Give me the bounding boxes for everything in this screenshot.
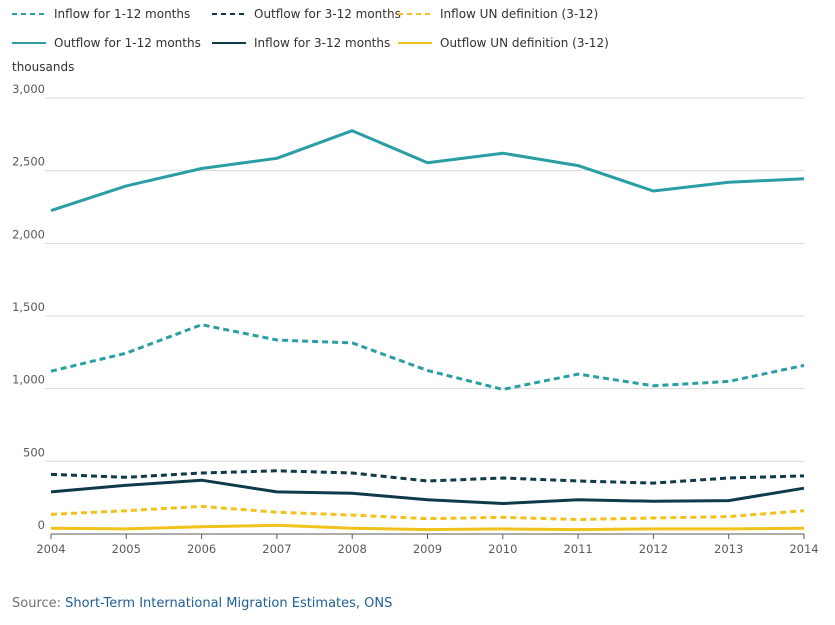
legend-swatch — [398, 42, 432, 44]
legend-item: Outflow UN definition (3-12) — [398, 35, 609, 51]
legend-swatch — [12, 42, 46, 44]
x-tick-label: 2012 — [639, 542, 668, 556]
legend-item: Inflow for 3-12 months — [212, 35, 390, 51]
y-tick-label: 3,000 — [12, 82, 45, 96]
y-axis-unit-label: thousands — [12, 60, 75, 74]
y-tick-label: 2,000 — [12, 227, 45, 241]
x-tick-label: 2008 — [338, 542, 367, 556]
x-tick-label: 2004 — [36, 542, 65, 556]
legend-item: Outflow for 3-12 months — [212, 6, 401, 22]
y-tick-label: 0 — [38, 518, 45, 532]
x-tick-label: 2013 — [714, 542, 743, 556]
grid-lines: 0 500 1,000 1,500 2,000 2,500 3,000 — [12, 82, 804, 532]
y-tick-label: 500 — [23, 445, 45, 459]
series-line — [50, 504, 805, 521]
x-tick-label: 2005 — [112, 542, 141, 556]
series-line — [50, 523, 805, 532]
chart-legend: Inflow for 1-12 months Outflow for 3-12 m… — [0, 0, 835, 60]
series-line — [50, 478, 805, 505]
legend-item: Inflow UN definition (3-12) — [398, 6, 598, 22]
legend-label: Inflow for 1-12 months — [54, 7, 191, 21]
x-axis: 2004 2005 2006 2007 2008 2009 2010 2011 2012 2013… — [36, 533, 819, 556]
legend-label: Inflow UN definition (3-12) — [440, 7, 599, 21]
series-line — [50, 323, 805, 391]
legend-label: Outflow for 1-12 months — [54, 36, 201, 50]
y-tick-label: 2,500 — [12, 155, 45, 169]
x-tick-label: 2006 — [187, 542, 216, 556]
legend-label: Outflow for 3-12 months — [254, 7, 401, 21]
x-tick-label: 2011 — [563, 542, 592, 556]
legend-swatch — [398, 13, 432, 15]
legend-swatch — [12, 13, 46, 15]
source-link[interactable]: Short-Term International Migration Estim… — [65, 596, 393, 611]
y-tick-label: 1,000 — [12, 373, 45, 387]
legend-label: Inflow for 3-12 months — [254, 36, 391, 50]
legend-item: Outflow for 1-12 months — [12, 35, 201, 51]
source-note: Source: Short-Term International Migrati… — [12, 596, 392, 611]
series-line — [50, 469, 805, 485]
source-prefix: Source: — [12, 596, 66, 611]
x-tick-label: 2010 — [488, 542, 517, 556]
x-tick-label: 2009 — [413, 542, 442, 556]
x-tick-label: 2014 — [789, 542, 818, 556]
series-lines — [50, 129, 805, 532]
legend-swatch — [212, 13, 246, 15]
x-tick-label: 2007 — [262, 542, 291, 556]
y-tick-label: 1,500 — [12, 300, 45, 314]
legend-item: Inflow for 1-12 months — [12, 6, 190, 22]
legend-swatch — [212, 42, 246, 44]
series-line — [50, 129, 805, 213]
legend-label: Outflow UN definition (3-12) — [440, 36, 609, 50]
